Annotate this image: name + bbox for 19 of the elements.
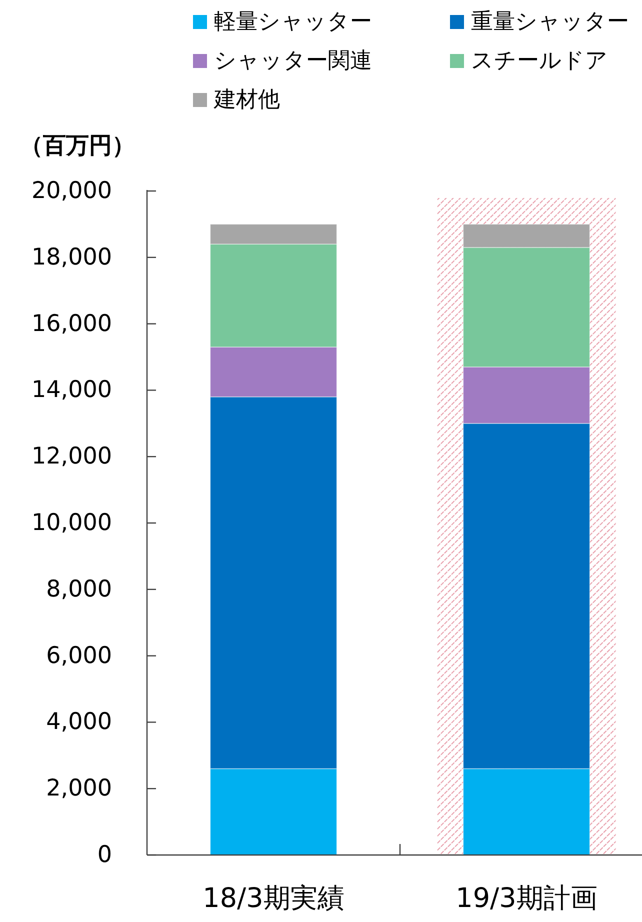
legend-label: スチールドア bbox=[471, 48, 608, 74]
legend-label: 建材他 bbox=[213, 88, 280, 112]
y-tick-label: 14,000 bbox=[32, 377, 112, 404]
y-tick-label: 12,000 bbox=[32, 444, 112, 470]
x-tick-label: 19/3期計画 bbox=[456, 883, 598, 914]
legend-label: 重量シャッター bbox=[471, 10, 629, 34]
y-tick-label: 16,000 bbox=[32, 310, 112, 337]
y-tick-label: 0 bbox=[97, 842, 112, 868]
x-tick-label: 18/3期実績 bbox=[202, 883, 344, 914]
legend-label: 軽量シャッター bbox=[214, 10, 372, 34]
y-tick-label: 4,000 bbox=[46, 709, 112, 736]
y-axis-title: （百万円） bbox=[20, 133, 135, 159]
y-tick-label: 8,000 bbox=[46, 576, 112, 602]
legend-label: シャッター関連 bbox=[214, 48, 372, 74]
y-tick-label: 6,000 bbox=[46, 642, 112, 669]
y-tick-label: 10,000 bbox=[32, 510, 112, 536]
y-tick-label: 2,000 bbox=[46, 776, 112, 802]
y-tick-label: 18,000 bbox=[32, 244, 112, 270]
y-tick-label: 20,000 bbox=[32, 178, 112, 204]
